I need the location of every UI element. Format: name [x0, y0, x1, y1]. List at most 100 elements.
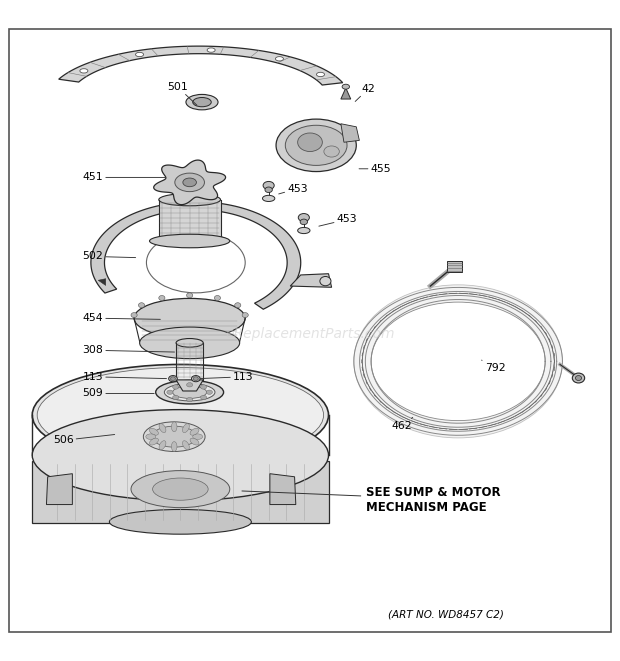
Ellipse shape: [169, 375, 177, 382]
Ellipse shape: [575, 375, 582, 381]
Ellipse shape: [320, 276, 331, 286]
Ellipse shape: [354, 285, 562, 438]
Ellipse shape: [371, 302, 545, 420]
Text: 453: 453: [319, 214, 357, 226]
Ellipse shape: [159, 194, 221, 206]
Text: 792: 792: [482, 360, 505, 373]
Ellipse shape: [109, 510, 251, 534]
Text: SEE SUMP & MOTOR
MECHANISM PAGE: SEE SUMP & MOTOR MECHANISM PAGE: [366, 486, 500, 514]
Ellipse shape: [149, 428, 158, 435]
Ellipse shape: [134, 298, 245, 338]
Ellipse shape: [187, 397, 193, 402]
Ellipse shape: [136, 52, 144, 57]
Ellipse shape: [572, 373, 585, 383]
Ellipse shape: [262, 196, 275, 202]
Ellipse shape: [172, 385, 179, 389]
Text: 462: 462: [391, 417, 413, 431]
Text: 42: 42: [355, 83, 376, 101]
Ellipse shape: [176, 338, 203, 347]
Polygon shape: [290, 274, 332, 288]
Polygon shape: [176, 380, 203, 391]
Polygon shape: [159, 200, 221, 241]
Text: 502: 502: [82, 251, 136, 262]
Polygon shape: [341, 124, 360, 142]
Ellipse shape: [138, 303, 144, 307]
Text: 455: 455: [359, 164, 391, 174]
Ellipse shape: [159, 235, 221, 247]
Polygon shape: [46, 474, 73, 504]
Ellipse shape: [182, 424, 189, 432]
Ellipse shape: [275, 57, 283, 61]
Text: 451: 451: [82, 173, 166, 182]
Ellipse shape: [298, 214, 309, 221]
Ellipse shape: [342, 84, 350, 89]
Polygon shape: [32, 461, 329, 523]
Text: 113: 113: [82, 371, 167, 382]
Ellipse shape: [285, 126, 347, 165]
Ellipse shape: [156, 381, 224, 404]
Ellipse shape: [131, 471, 230, 508]
Ellipse shape: [175, 173, 205, 192]
Text: 501: 501: [167, 82, 197, 105]
Ellipse shape: [298, 227, 310, 233]
Polygon shape: [270, 474, 296, 504]
Ellipse shape: [172, 442, 177, 451]
Text: (ART NO. WD8457 C2): (ART NO. WD8457 C2): [388, 609, 503, 619]
Ellipse shape: [316, 72, 324, 77]
Ellipse shape: [242, 313, 248, 317]
Text: 308: 308: [82, 345, 174, 355]
Polygon shape: [91, 202, 301, 309]
Polygon shape: [59, 46, 343, 85]
Ellipse shape: [149, 438, 158, 445]
Ellipse shape: [143, 422, 205, 451]
Ellipse shape: [193, 377, 198, 381]
Ellipse shape: [276, 119, 356, 172]
Ellipse shape: [200, 395, 206, 400]
Ellipse shape: [172, 422, 177, 432]
Ellipse shape: [193, 98, 211, 107]
Ellipse shape: [190, 428, 199, 435]
Ellipse shape: [170, 377, 175, 381]
Ellipse shape: [32, 410, 329, 501]
Ellipse shape: [263, 181, 274, 190]
Polygon shape: [98, 279, 105, 286]
Ellipse shape: [265, 187, 272, 192]
Ellipse shape: [80, 69, 88, 73]
Ellipse shape: [172, 395, 179, 400]
Ellipse shape: [300, 219, 308, 225]
Ellipse shape: [167, 390, 173, 395]
Ellipse shape: [234, 303, 241, 307]
Ellipse shape: [190, 438, 199, 445]
Ellipse shape: [140, 327, 240, 359]
Ellipse shape: [187, 383, 193, 387]
Ellipse shape: [186, 95, 218, 110]
Text: 453: 453: [279, 184, 308, 194]
Ellipse shape: [193, 434, 203, 440]
Ellipse shape: [298, 133, 322, 151]
Ellipse shape: [172, 386, 206, 399]
Ellipse shape: [324, 146, 339, 157]
Text: 113: 113: [200, 371, 254, 382]
Ellipse shape: [200, 385, 206, 389]
Text: 506: 506: [53, 434, 115, 446]
Bar: [447, 261, 463, 272]
Ellipse shape: [37, 368, 324, 463]
Ellipse shape: [159, 295, 165, 301]
Ellipse shape: [153, 478, 208, 500]
Text: 454: 454: [82, 313, 161, 323]
Ellipse shape: [182, 441, 189, 449]
Ellipse shape: [152, 426, 197, 447]
Ellipse shape: [187, 293, 193, 298]
Polygon shape: [207, 205, 218, 210]
Ellipse shape: [215, 295, 221, 301]
Ellipse shape: [164, 383, 215, 401]
Ellipse shape: [149, 234, 230, 248]
Ellipse shape: [183, 178, 197, 186]
Ellipse shape: [159, 424, 166, 432]
Ellipse shape: [146, 233, 245, 293]
Text: 509: 509: [82, 389, 154, 399]
Polygon shape: [341, 88, 351, 99]
Ellipse shape: [32, 364, 329, 465]
Ellipse shape: [207, 48, 215, 52]
Ellipse shape: [206, 390, 213, 395]
